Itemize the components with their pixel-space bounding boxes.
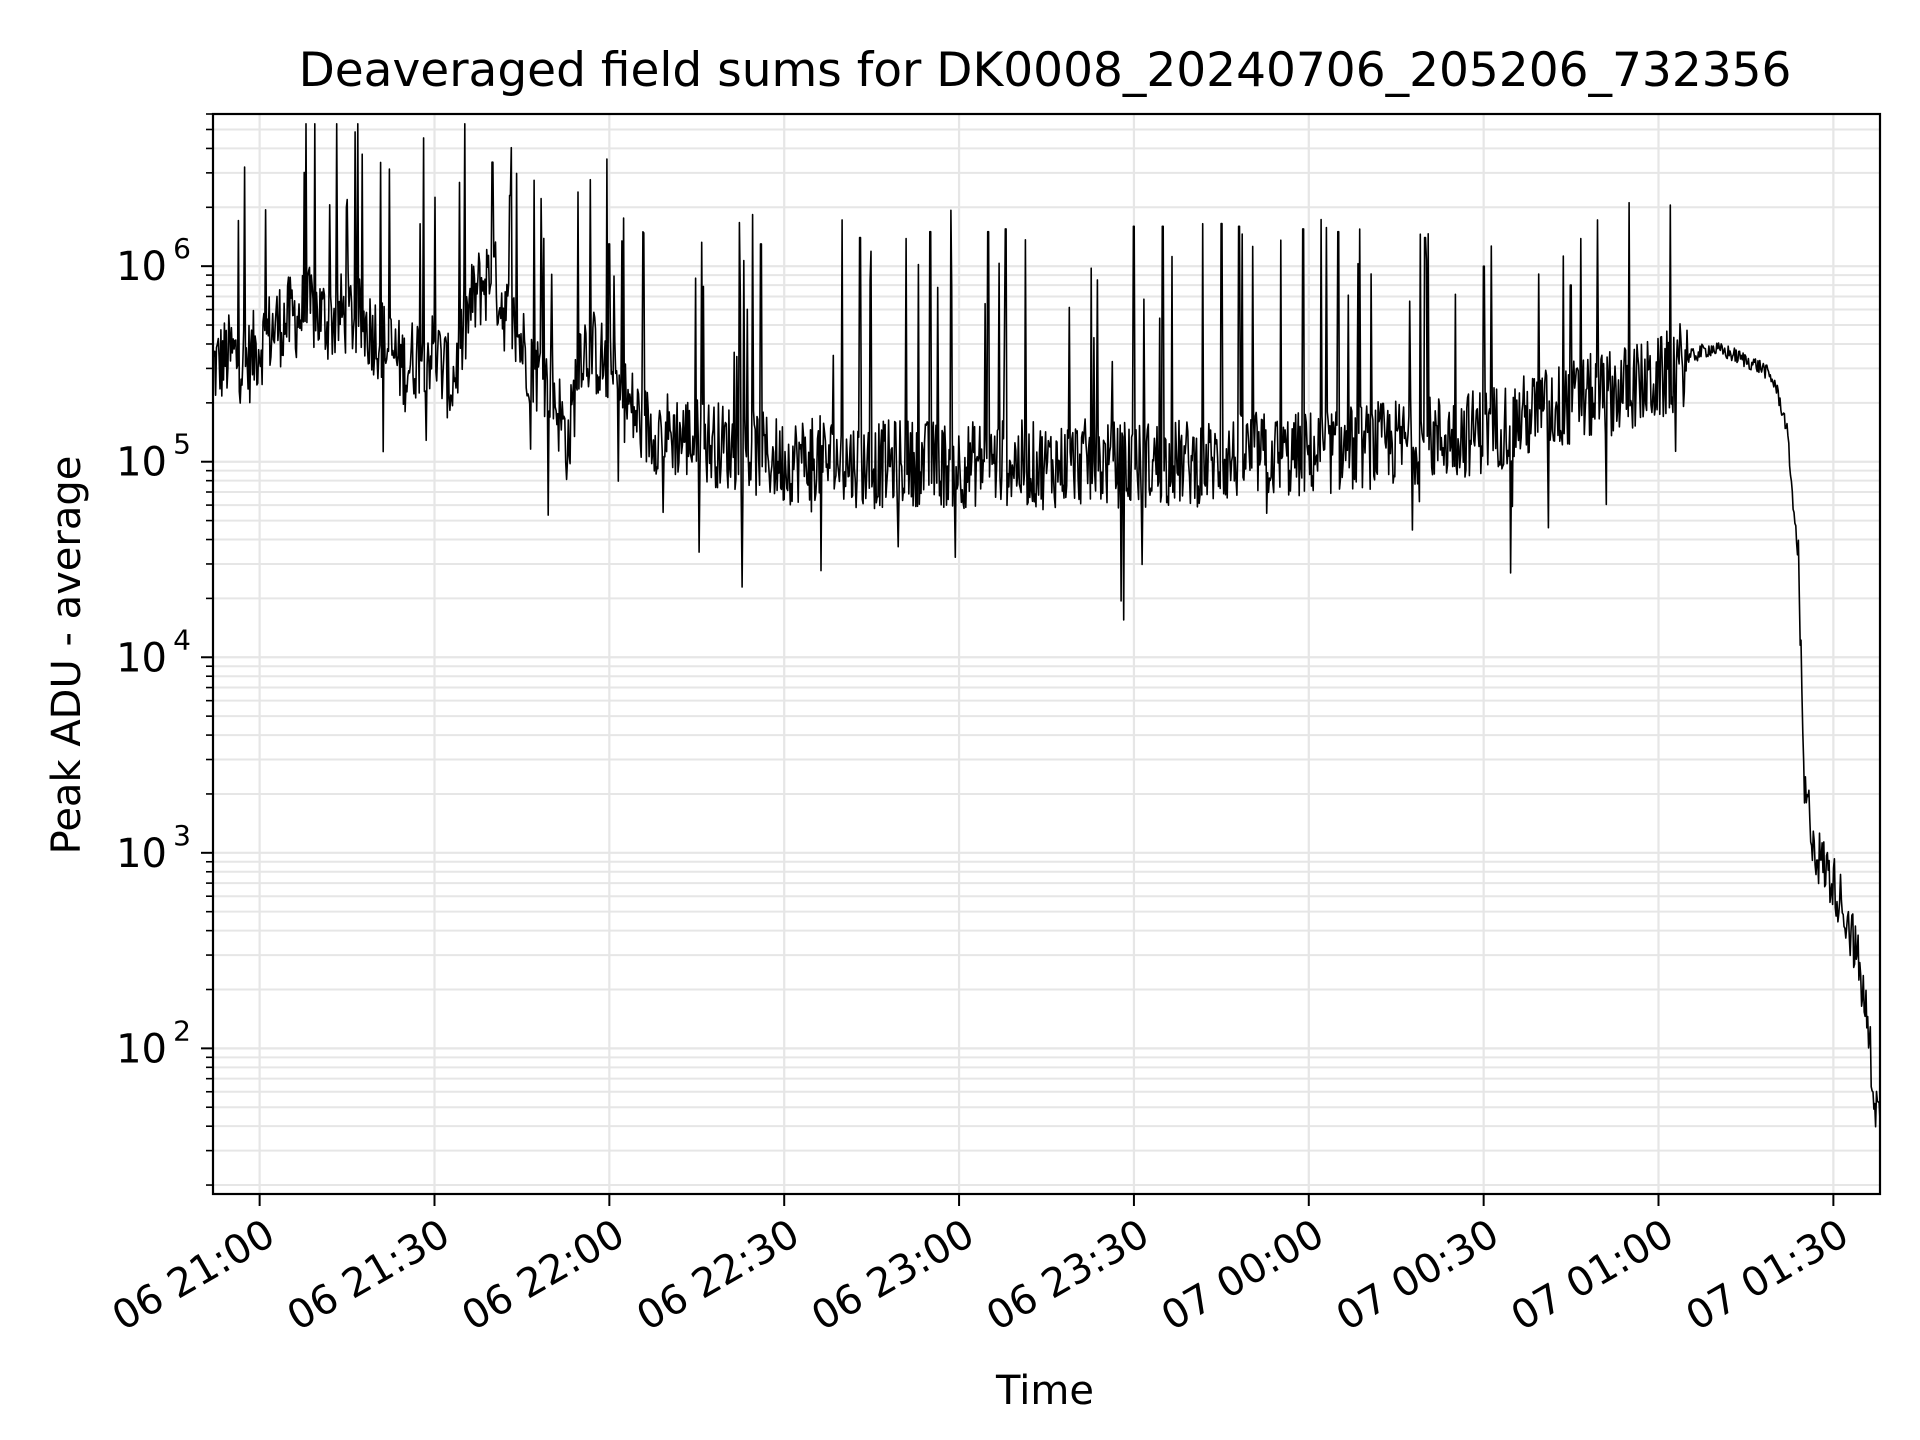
y-tick-label-exponent: 2 [173, 1014, 191, 1047]
y-tick-label-exponent: 3 [173, 819, 191, 852]
x-tick-label: 06 22:00 [454, 1211, 632, 1340]
y-tick-label-exponent: 6 [173, 232, 191, 265]
chart-title: Deaveraged field sums for DK0008_2024070… [299, 43, 1792, 98]
x-axis-label: Time [995, 1368, 1094, 1414]
x-tick-label: 07 01:30 [1678, 1211, 1856, 1340]
x-tick-label: 06 21:00 [105, 1211, 283, 1340]
y-tick-label: 10 [116, 1026, 167, 1072]
y-axis-label: Peak ADU - average [44, 456, 90, 855]
y-tick-label: 10 [116, 831, 167, 877]
y-tick-label-exponent: 4 [173, 623, 191, 656]
y-tick-label-exponent: 5 [173, 428, 191, 461]
y-tick-label: 10 [116, 244, 167, 290]
y-tick-label: 10 [116, 440, 167, 486]
plot-frame [211, 112, 1882, 1196]
series-line [212, 123, 1881, 1128]
x-tick-label: 06 23:00 [804, 1211, 982, 1340]
x-tick-label: 06 23:30 [979, 1211, 1157, 1340]
plot-area [212, 123, 1881, 1128]
x-tick-label: 07 00:30 [1329, 1211, 1507, 1340]
x-tick-label: 07 00:00 [1154, 1211, 1332, 1340]
y-tick-label: 10 [116, 635, 167, 681]
grid [213, 113, 1880, 1194]
x-tick-label: 06 21:30 [280, 1211, 458, 1340]
x-tick-label: 07 01:00 [1504, 1211, 1682, 1340]
x-tick-label: 06 22:30 [629, 1211, 807, 1340]
